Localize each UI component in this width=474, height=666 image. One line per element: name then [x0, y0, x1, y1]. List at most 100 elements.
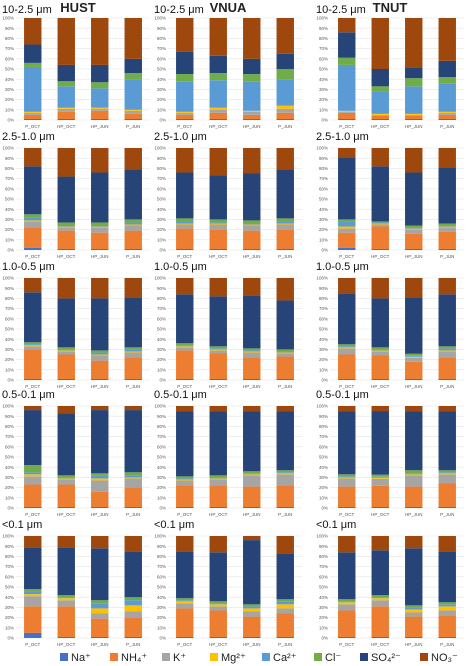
y-tick-label: 100%: [2, 404, 14, 409]
bar-segment: [405, 172, 423, 226]
x-tick-label: P_JUN: [278, 384, 292, 389]
bar-segment: [438, 606, 456, 611]
bar-segment: [24, 62, 42, 67]
bar-segment: [176, 636, 194, 638]
y-tick-label: 20%: [157, 227, 166, 232]
bar-segment: [57, 81, 75, 87]
bar-segment: [24, 591, 42, 595]
bar-segment: [371, 222, 389, 224]
site-title: TNUT: [373, 0, 408, 15]
x-tick-label: HP_OCT: [57, 384, 76, 389]
bar-segment: [209, 348, 227, 350]
bar-segment: [209, 107, 227, 110]
bar-segment: [371, 636, 389, 638]
bar-segment: [124, 278, 142, 298]
bar-segment: [176, 221, 194, 224]
bar-segment: [338, 347, 356, 349]
y-tick-label: 60%: [157, 56, 166, 61]
bar-segment: [243, 295, 261, 349]
y-tick-label: 50%: [5, 197, 14, 202]
size-label: 10-2.5 μm: [2, 4, 52, 16]
x-tick-label: HP_JUN: [91, 124, 109, 129]
bar-segment: [176, 343, 194, 346]
bar-segment: [405, 605, 423, 608]
y-tick-label: 40%: [157, 465, 166, 470]
y-tick-label: 20%: [5, 227, 14, 232]
bar-segment: [124, 472, 142, 476]
y-tick-label: 20%: [319, 97, 328, 102]
y-tick-label: 40%: [157, 207, 166, 212]
x-tick-label: HP_OCT: [209, 254, 228, 259]
y-tick-label: 60%: [5, 56, 14, 61]
bar-segment: [91, 226, 109, 228]
bar-segment: [276, 553, 294, 600]
bar-segment: [57, 406, 75, 414]
bar-segment: [438, 148, 456, 168]
bar-segment: [124, 118, 142, 120]
bar-segment: [57, 506, 75, 508]
bar-segment: [438, 77, 456, 84]
bar-segment: [276, 406, 294, 412]
y-tick-label: 100%: [316, 404, 328, 409]
bar-segment: [57, 225, 75, 227]
bar-segment: [243, 352, 261, 358]
bar-segment: [371, 118, 389, 120]
bar-segment: [209, 475, 227, 478]
bar-segment: [209, 485, 227, 507]
bar-segment: [124, 109, 142, 111]
y-tick-label: 40%: [5, 465, 14, 470]
bar-segment: [338, 636, 356, 638]
y-tick-label: 70%: [157, 46, 166, 51]
bar-segment: [57, 298, 75, 348]
bar-segment: [338, 601, 356, 603]
size-label: <0.1 μm: [316, 519, 356, 531]
x-tick-label: P_JUN: [126, 384, 140, 389]
y-tick-label: 40%: [319, 337, 328, 342]
bar-segment: [209, 552, 227, 602]
bar-segment: [338, 610, 356, 637]
bar-segment: [371, 114, 389, 116]
y-tick-label: 40%: [5, 337, 14, 342]
bar-segment: [124, 477, 142, 479]
y-tick-label: 70%: [5, 564, 14, 569]
x-tick-label: HP_JUN: [405, 512, 423, 517]
y-tick-label: 80%: [319, 166, 328, 171]
size-label: 1.0-0.5 μm: [154, 261, 207, 273]
y-tick-label: 80%: [157, 296, 166, 301]
y-tick-label: 0%: [321, 506, 328, 511]
bar-segment: [209, 477, 227, 479]
bar-segment: [438, 248, 456, 250]
bar-segment: [57, 230, 75, 249]
x-tick-label: HP_JUN: [91, 512, 109, 517]
y-tick-label: 80%: [319, 296, 328, 301]
x-tick-label: P_JUN: [440, 254, 454, 259]
bar-segment: [57, 349, 75, 351]
y-tick-label: 70%: [319, 434, 328, 439]
bar-segment: [371, 166, 389, 222]
bar-segment: [338, 221, 356, 227]
y-tick-label: 70%: [5, 176, 14, 181]
bar-segment: [276, 148, 294, 170]
bar-segment: [176, 598, 194, 601]
y-tick-label: 10%: [157, 107, 166, 112]
y-tick-label: 70%: [5, 306, 14, 311]
bar-segment: [276, 248, 294, 250]
bar-segment: [371, 406, 389, 412]
bar-segment: [124, 18, 142, 59]
y-tick-label: 70%: [319, 46, 328, 51]
bar-segment: [371, 248, 389, 250]
bar-segment: [176, 218, 194, 222]
x-tick-label: HP_JUN: [243, 254, 261, 259]
bar-segment: [276, 608, 294, 614]
bar-segment: [338, 118, 356, 120]
bar-segment: [243, 475, 261, 487]
bar-segment: [209, 18, 227, 56]
bar-segment: [438, 472, 456, 474]
bar-segment: [405, 411, 423, 471]
bar-segment: [91, 88, 109, 108]
bar-segment: [371, 86, 389, 92]
bar-segment: [176, 506, 194, 508]
bar-segment: [176, 223, 194, 225]
bar-segment: [209, 55, 227, 74]
bar-segment: [57, 536, 75, 548]
